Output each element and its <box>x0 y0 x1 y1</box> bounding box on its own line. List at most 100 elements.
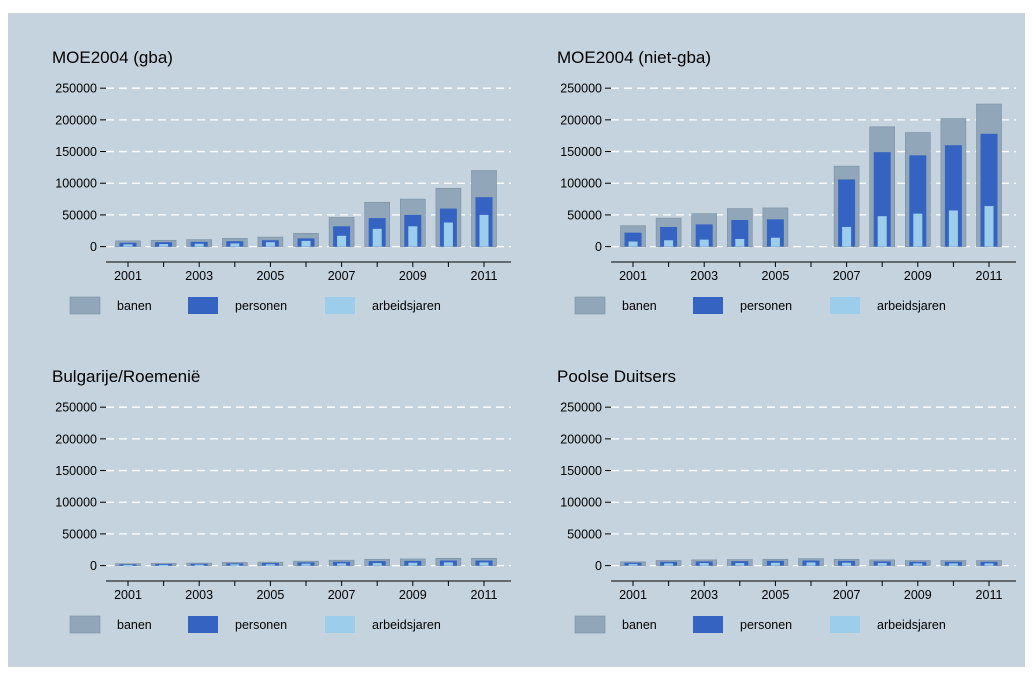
legend-label-banen: banen <box>117 299 152 313</box>
legend-swatch-personen <box>188 616 218 633</box>
y-tick-label: 100000 <box>55 177 97 191</box>
y-tick-label: 0 <box>90 559 97 573</box>
bar-arbeidsjaren <box>230 243 240 247</box>
y-tick-label: 50000 <box>62 527 97 541</box>
legend-swatch-personen <box>188 297 218 314</box>
bar-arbeidsjaren <box>265 564 275 566</box>
bar-arbeidsjaren <box>372 228 382 247</box>
bar-arbeidsjaren <box>372 563 382 566</box>
bar-arbeidsjaren <box>123 564 133 567</box>
legend-label-personen: personen <box>740 299 792 313</box>
legend-swatch-personen <box>693 616 723 633</box>
legend-swatch-arbeidsjaren <box>830 297 860 314</box>
legend-swatch-arbeidsjaren <box>830 616 860 633</box>
bar-arbeidsjaren <box>735 563 745 566</box>
x-tick-label: 2011 <box>471 269 498 283</box>
legend-label-banen: banen <box>117 618 152 632</box>
y-tick-label: 200000 <box>55 113 97 127</box>
bar-arbeidsjaren <box>408 226 418 247</box>
x-tick-label: 2005 <box>761 269 789 283</box>
bar-arbeidsjaren <box>984 206 994 247</box>
bar-arbeidsjaren <box>842 226 852 247</box>
y-tick-label: 150000 <box>55 145 97 159</box>
y-tick-label: 250000 <box>55 82 97 96</box>
bar-arbeidsjaren <box>230 564 240 566</box>
bar-arbeidsjaren <box>948 210 958 247</box>
bar-arbeidsjaren <box>913 563 923 566</box>
bar-arbeidsjaren <box>628 241 638 247</box>
chart-3: Bulgarije/Roemenië 0 50000 100000 150000 2000… <box>52 367 511 634</box>
bar-arbeidsjaren <box>301 563 311 566</box>
y-tick-label: 150000 <box>560 145 602 159</box>
chart-title: MOE2004 (gba) <box>52 48 173 67</box>
chart-4: Poolse Duitsers 0 50000 100000 150000 200000 2… <box>557 367 1016 634</box>
y-tick-label: 100000 <box>560 496 602 510</box>
bar-arbeidsjaren <box>265 242 275 247</box>
x-tick-label: 2007 <box>328 269 356 283</box>
chart-panel: MOE2004 (gba) 0 50000 100000 150000 200000 250… <box>8 13 1025 667</box>
bar-personen <box>155 564 173 566</box>
chart-title: Bulgarije/Roemenië <box>52 367 200 386</box>
bar-arbeidsjaren <box>159 244 169 247</box>
chart-1: MOE2004 (gba) 0 50000 100000 150000 200000 250… <box>52 48 511 315</box>
y-tick-label: 200000 <box>55 432 97 446</box>
y-tick-label: 200000 <box>560 432 602 446</box>
x-tick-label: 2007 <box>833 269 861 283</box>
bar-arbeidsjaren <box>664 563 674 566</box>
bar-arbeidsjaren <box>159 564 169 567</box>
legend-label-personen: personen <box>740 618 792 632</box>
legend-swatch-banen <box>574 296 606 315</box>
bar-arbeidsjaren <box>770 562 780 566</box>
y-tick-label: 250000 <box>560 82 602 96</box>
y-tick-label: 0 <box>595 559 602 573</box>
bar-arbeidsjaren <box>842 562 852 566</box>
bar-arbeidsjaren <box>877 563 887 566</box>
x-tick-label: 2003 <box>185 588 213 602</box>
bar-arbeidsjaren <box>337 563 347 566</box>
x-tick-label: 2003 <box>690 269 718 283</box>
x-tick-label: 2005 <box>761 588 789 602</box>
bar-arbeidsjaren <box>806 562 816 566</box>
y-tick-label: 50000 <box>567 208 602 222</box>
legend-label-banen: banen <box>622 299 657 313</box>
x-tick-label: 2009 <box>904 588 932 602</box>
legend-swatch-personen <box>693 297 723 314</box>
legend-label-arbeidsjaren: arbeidsjaren <box>372 618 441 632</box>
bar-arbeidsjaren <box>664 240 674 247</box>
bar-arbeidsjaren <box>301 240 311 247</box>
y-tick-label: 150000 <box>55 464 97 478</box>
x-tick-label: 2003 <box>185 269 213 283</box>
y-tick-label: 100000 <box>55 496 97 510</box>
x-tick-label: 2011 <box>976 269 1003 283</box>
bar-arbeidsjaren <box>123 244 133 247</box>
legend-swatch-arbeidsjaren <box>325 297 355 314</box>
legend-label-personen: personen <box>235 618 287 632</box>
bar-arbeidsjaren <box>479 562 489 566</box>
chart-grid-svg: MOE2004 (gba) 0 50000 100000 150000 200000 250… <box>52 48 1016 634</box>
legend-label-arbeidsjaren: arbeidsjaren <box>877 299 946 313</box>
bar-arbeidsjaren <box>913 213 923 247</box>
bar-arbeidsjaren <box>735 238 745 247</box>
bar-arbeidsjaren <box>699 239 709 247</box>
x-tick-label: 2001 <box>114 269 142 283</box>
y-tick-label: 0 <box>595 240 602 254</box>
x-tick-label: 2009 <box>904 269 932 283</box>
y-tick-label: 150000 <box>560 464 602 478</box>
legend-swatch-banen <box>574 615 606 634</box>
bar-arbeidsjaren <box>194 243 204 247</box>
x-tick-label: 2009 <box>399 269 427 283</box>
legend-label-arbeidsjaren: arbeidsjaren <box>877 618 946 632</box>
x-tick-label: 2011 <box>471 588 498 602</box>
x-tick-label: 2007 <box>833 588 861 602</box>
bar-arbeidsjaren <box>877 216 887 247</box>
legend-swatch-banen <box>69 296 101 315</box>
bar-arbeidsjaren <box>948 563 958 566</box>
legend-label-arbeidsjaren: arbeidsjaren <box>372 299 441 313</box>
x-tick-label: 2009 <box>399 588 427 602</box>
x-tick-label: 2001 <box>619 269 647 283</box>
bar-arbeidsjaren <box>443 222 453 247</box>
bar-arbeidsjaren <box>770 237 780 247</box>
bar-arbeidsjaren <box>984 563 994 566</box>
y-tick-label: 50000 <box>567 527 602 541</box>
x-tick-label: 2005 <box>256 588 284 602</box>
